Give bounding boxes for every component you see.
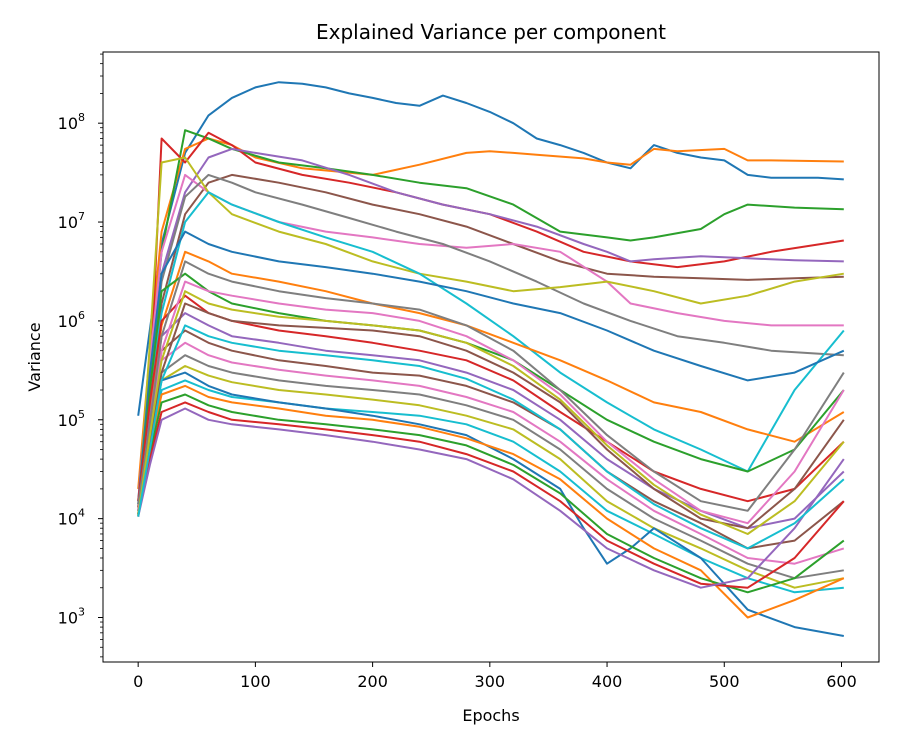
series-line-18 bbox=[137, 354, 844, 580]
series-line-16 bbox=[137, 329, 845, 550]
series-line-26 bbox=[137, 302, 845, 530]
x-tick-label: 500 bbox=[709, 672, 740, 691]
y-tick-label: 108 bbox=[58, 111, 85, 133]
x-axis-label: Epochs bbox=[462, 706, 519, 725]
y-axis-label: Variance bbox=[25, 322, 44, 391]
y-tick-label: 105 bbox=[58, 408, 85, 430]
series-line-25 bbox=[137, 407, 845, 589]
x-tick-label: 300 bbox=[475, 672, 506, 691]
series-layer bbox=[137, 81, 845, 637]
series-line-2 bbox=[137, 137, 844, 489]
plot-frame bbox=[102, 51, 880, 663]
x-tick-label: 400 bbox=[592, 672, 623, 691]
series-line-22 bbox=[137, 384, 845, 619]
series-line-29 bbox=[137, 290, 845, 535]
y-tick-label: 103 bbox=[58, 606, 85, 628]
series-line-30 bbox=[137, 324, 845, 550]
series-line-6 bbox=[137, 173, 844, 515]
series-line-28 bbox=[137, 260, 845, 512]
x-axis: 0 100 200 300 400 500 600 bbox=[133, 662, 857, 691]
y-tick-label: 104 bbox=[58, 507, 85, 529]
series-line-7 bbox=[137, 173, 844, 508]
x-tick-label: 0 bbox=[133, 672, 143, 691]
x-tick-label: 600 bbox=[826, 672, 857, 691]
y-axis: 103 104 105 106 107 108 bbox=[58, 53, 103, 658]
series-line-14 bbox=[137, 294, 845, 503]
y-tick-label: 106 bbox=[58, 309, 85, 331]
series-line-27 bbox=[137, 280, 845, 525]
series-line-21 bbox=[137, 371, 844, 637]
series-line-17 bbox=[137, 341, 845, 565]
series-line-3 bbox=[137, 129, 844, 502]
series-line-23 bbox=[137, 393, 845, 594]
series-line-19 bbox=[137, 365, 844, 589]
series-line-1 bbox=[137, 81, 844, 416]
series-line-11 bbox=[137, 230, 845, 505]
series-line-12 bbox=[137, 250, 845, 515]
y-tick-label: 107 bbox=[58, 210, 85, 232]
x-tick-label: 200 bbox=[357, 672, 388, 691]
series-line-10 bbox=[137, 191, 845, 511]
series-line-8 bbox=[137, 173, 844, 515]
chart-title: Explained Variance per component bbox=[316, 20, 666, 44]
x-tick-label: 100 bbox=[240, 672, 271, 691]
series-line-24 bbox=[137, 401, 845, 589]
